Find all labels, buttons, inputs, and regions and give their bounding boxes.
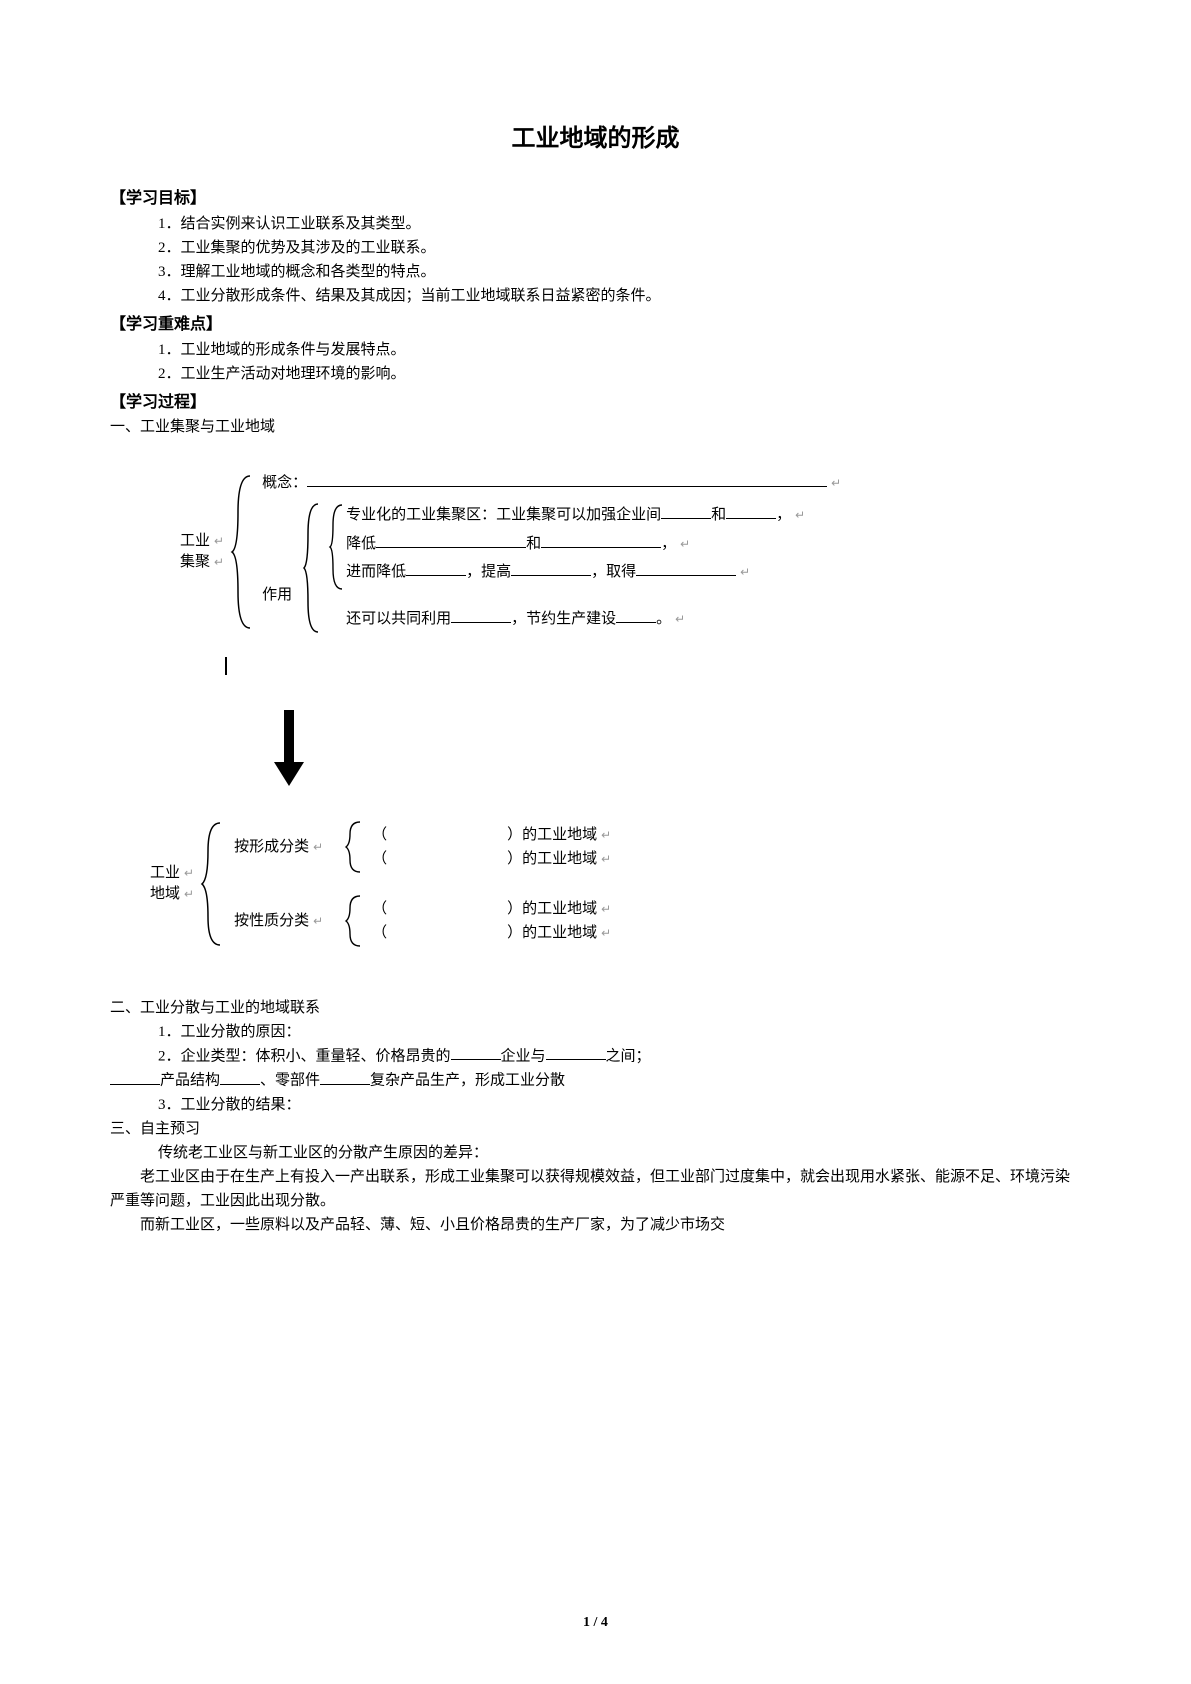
goal-item: 3．理解工业地域的概念和各类型的特点。 xyxy=(110,260,1081,284)
goal-item: 4．工业分散形成条件、结果及其成因；当前工业地域联系日益紧密的条件。 xyxy=(110,284,1081,308)
brace-left-small-icon xyxy=(328,501,346,593)
diag1-label: 工业↵集聚↵ xyxy=(180,531,230,573)
effect-line: 专业化的工业集聚区：工业集聚可以加强企业间和，↵ xyxy=(346,501,805,530)
goal-item: 1．结合实例来认识工业联系及其类型。 xyxy=(110,212,1081,236)
part3-sub: 传统老工业区与新工业区的分散产生原因的差异： xyxy=(110,1141,1081,1165)
process-header: 【学习过程】 xyxy=(110,390,1081,416)
goal-item: 2．工业集聚的优势及其涉及的工业联系。 xyxy=(110,236,1081,260)
category-item: （）的工业地域↵ xyxy=(372,897,611,921)
category-item: （）的工业地域↵ xyxy=(372,921,611,945)
goals-header: 【学习目标】 xyxy=(110,186,1081,212)
category-item: （）的工业地域↵ xyxy=(372,847,611,871)
keypoint-item: 1．工业地域的形成条件与发展特点。 xyxy=(110,338,1081,362)
category-label: 按性质分类↵ xyxy=(234,909,344,933)
part1-heading: 一、工业集聚与工业地域 xyxy=(110,415,1081,439)
text-cursor-icon xyxy=(225,657,227,675)
diagram-industrial-agglomeration: 工业↵集聚↵ 概念：↵ 作用 xyxy=(180,469,1081,678)
keypoint-item: 2．工业生产活动对地理环境的影响。 xyxy=(110,362,1081,386)
part3-para: 而新工业区，一些原料以及产品轻、薄、短、小且价格昂贵的生产厂家，为了减少市场交 xyxy=(110,1213,1081,1237)
diag2-label: 工业↵地域↵ xyxy=(150,863,200,905)
effect-label: 作用 xyxy=(262,525,302,610)
part3-heading: 三、自主预习 xyxy=(110,1117,1081,1141)
effect-line: 降低和，↵ xyxy=(346,530,805,559)
diagram-industrial-region: 工业↵地域↵ 按形成分类↵ （）的工业地域↵ （）的工业地域↵ 按性质分类↵ （… xyxy=(150,814,1081,954)
down-arrow-icon xyxy=(180,708,1081,796)
page-number: 1 / 4 xyxy=(0,1612,1191,1634)
page-title: 工业地域的形成 xyxy=(110,120,1081,158)
part2-item-cont: 产品结构、零部件复杂产品生产，形成工业分散 xyxy=(110,1068,1081,1093)
category-label: 按形成分类↵ xyxy=(234,835,344,859)
brace-left-small-icon xyxy=(344,818,364,876)
part2-heading: 二、工业分散与工业的地域联系 xyxy=(110,996,1081,1020)
brace-left-small-icon xyxy=(344,892,364,950)
part3-para: 老工业区由于在生产上有投入一产出联系，形成工业集聚可以获得规模效益，但工业部门过… xyxy=(110,1165,1081,1213)
concept-row: 概念：↵ xyxy=(262,469,841,498)
brace-left-icon xyxy=(302,500,322,636)
part2-item: 3．工业分散的结果： xyxy=(110,1093,1081,1117)
part2-item: 2．企业类型：体积小、重量轻、价格昂贵的企业与之间； xyxy=(110,1044,1081,1069)
keypoints-header: 【学习重难点】 xyxy=(110,312,1081,338)
brace-left-icon xyxy=(230,472,254,632)
effect-line: 还可以共同利用，节约生产建设。↵ xyxy=(328,605,805,634)
effect-line: 进而降低，提高，取得↵ xyxy=(346,558,805,587)
part2-item: 1．工业分散的原因： xyxy=(110,1020,1081,1044)
category-item: （）的工业地域↵ xyxy=(372,823,611,847)
brace-left-icon xyxy=(200,819,224,949)
